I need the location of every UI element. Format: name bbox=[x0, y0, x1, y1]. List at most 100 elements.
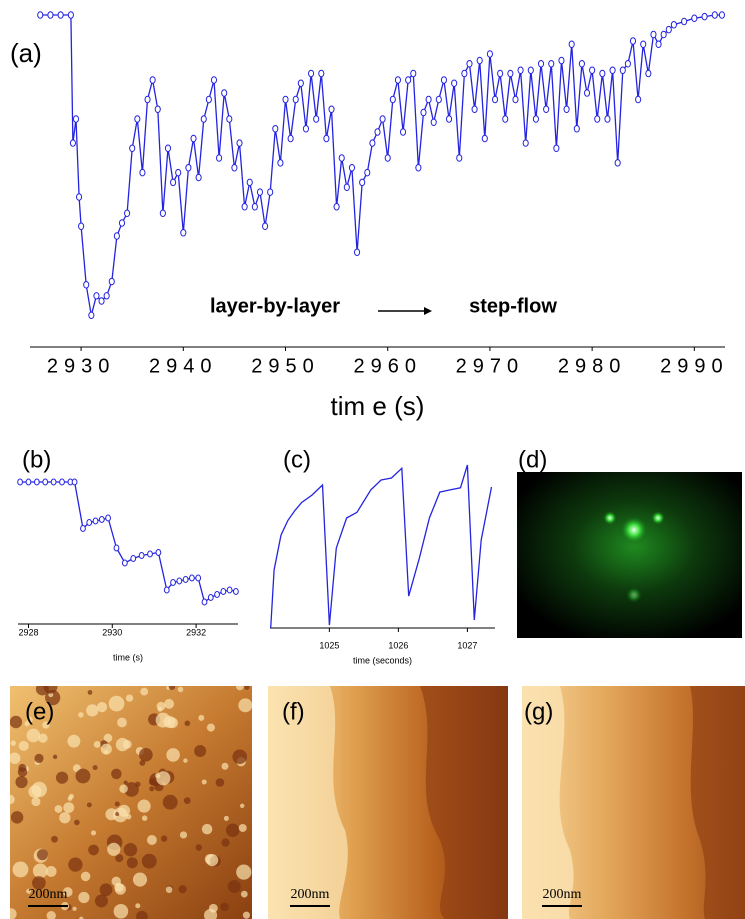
afm-grain bbox=[137, 799, 151, 813]
afm-grain bbox=[139, 760, 146, 766]
rheed-image bbox=[517, 472, 742, 638]
afm-grain bbox=[54, 805, 63, 813]
afm-grain bbox=[78, 712, 84, 718]
afm-grain bbox=[100, 743, 112, 755]
x-tick-label: 2950 bbox=[251, 355, 320, 377]
afm-grain bbox=[156, 771, 171, 786]
data-point bbox=[645, 69, 652, 78]
x-tick-label: 2980 bbox=[558, 355, 627, 377]
data-point bbox=[130, 555, 137, 562]
afm-grain bbox=[238, 823, 247, 832]
afm-grain bbox=[32, 863, 48, 879]
data-point bbox=[241, 203, 248, 211]
afm-grain bbox=[244, 686, 250, 690]
data-point bbox=[205, 95, 212, 104]
data-point bbox=[129, 144, 136, 152]
data-point bbox=[170, 579, 176, 586]
data-point bbox=[466, 60, 473, 68]
data-point bbox=[379, 115, 386, 123]
data-point bbox=[486, 50, 493, 58]
data-point bbox=[451, 79, 458, 87]
annotation: step-flow bbox=[469, 295, 557, 317]
data-point bbox=[185, 164, 192, 172]
afm-grain bbox=[62, 887, 73, 897]
data-point bbox=[59, 478, 65, 486]
afm-grain bbox=[34, 753, 44, 763]
afm-grain bbox=[52, 754, 58, 760]
data-point bbox=[420, 108, 427, 117]
data-point bbox=[149, 76, 156, 84]
afm-grain bbox=[125, 694, 134, 702]
afm-grain bbox=[46, 910, 56, 919]
afm-grain bbox=[99, 883, 113, 897]
afm-grain bbox=[136, 910, 148, 919]
afm-grain bbox=[123, 780, 128, 785]
data-point bbox=[170, 178, 177, 187]
data-point bbox=[364, 168, 371, 177]
data-point bbox=[308, 69, 315, 78]
data-line bbox=[270, 464, 493, 629]
data-point bbox=[435, 95, 442, 104]
data-point bbox=[604, 115, 611, 123]
afm-grain bbox=[10, 715, 23, 729]
data-point bbox=[410, 69, 417, 78]
x-tick-label: 2928 bbox=[18, 627, 38, 637]
afm-grain bbox=[221, 762, 229, 770]
panel-label: (c) bbox=[283, 446, 311, 473]
panel-label: (e) bbox=[25, 698, 54, 725]
data-point bbox=[139, 168, 146, 177]
data-point bbox=[389, 95, 396, 104]
data-point bbox=[609, 66, 616, 74]
data-point bbox=[93, 292, 100, 300]
data-point bbox=[154, 105, 161, 113]
data-point bbox=[640, 40, 647, 48]
afm-grain bbox=[15, 775, 28, 789]
data-point bbox=[98, 297, 105, 305]
afm-grain bbox=[38, 733, 48, 743]
afm-grain bbox=[108, 695, 125, 712]
afm-grain bbox=[183, 797, 191, 805]
data-point bbox=[25, 478, 32, 486]
data-point bbox=[214, 591, 220, 598]
data-point bbox=[589, 66, 596, 74]
data-point bbox=[72, 115, 80, 123]
data-point bbox=[50, 478, 57, 486]
data-point bbox=[207, 594, 214, 601]
data-point bbox=[537, 60, 545, 68]
data-point bbox=[189, 574, 195, 582]
data-point bbox=[121, 559, 128, 567]
data-point bbox=[543, 105, 550, 113]
afm-grain bbox=[177, 686, 184, 693]
afm-grain bbox=[194, 745, 207, 758]
data-point bbox=[233, 588, 239, 595]
arrow-head bbox=[424, 307, 432, 315]
data-point bbox=[553, 144, 560, 152]
afm-grain bbox=[139, 747, 153, 762]
afm-grain bbox=[93, 740, 101, 748]
afm-grain bbox=[123, 843, 138, 857]
afm-grain bbox=[146, 835, 157, 845]
afm-grain bbox=[236, 864, 252, 880]
afm-grain bbox=[240, 890, 248, 898]
afm-grain bbox=[206, 853, 219, 867]
afm-grain bbox=[215, 778, 225, 787]
data-point bbox=[302, 125, 310, 133]
data-point bbox=[333, 203, 340, 211]
data-point bbox=[124, 209, 131, 217]
data-point bbox=[701, 12, 708, 21]
afm-grain bbox=[31, 797, 41, 807]
afm-grain bbox=[10, 752, 21, 764]
data-point bbox=[348, 164, 356, 172]
data-point bbox=[47, 11, 54, 19]
data-point bbox=[353, 248, 361, 256]
afm-grain bbox=[18, 763, 27, 773]
afm-grain bbox=[166, 748, 180, 762]
afm-grain bbox=[63, 802, 75, 814]
afm-grain bbox=[35, 686, 49, 696]
afm-grain bbox=[198, 714, 205, 721]
data-point bbox=[88, 311, 95, 319]
panel-label: (b) bbox=[22, 446, 51, 473]
data-point bbox=[216, 154, 223, 162]
data-point bbox=[323, 134, 330, 143]
